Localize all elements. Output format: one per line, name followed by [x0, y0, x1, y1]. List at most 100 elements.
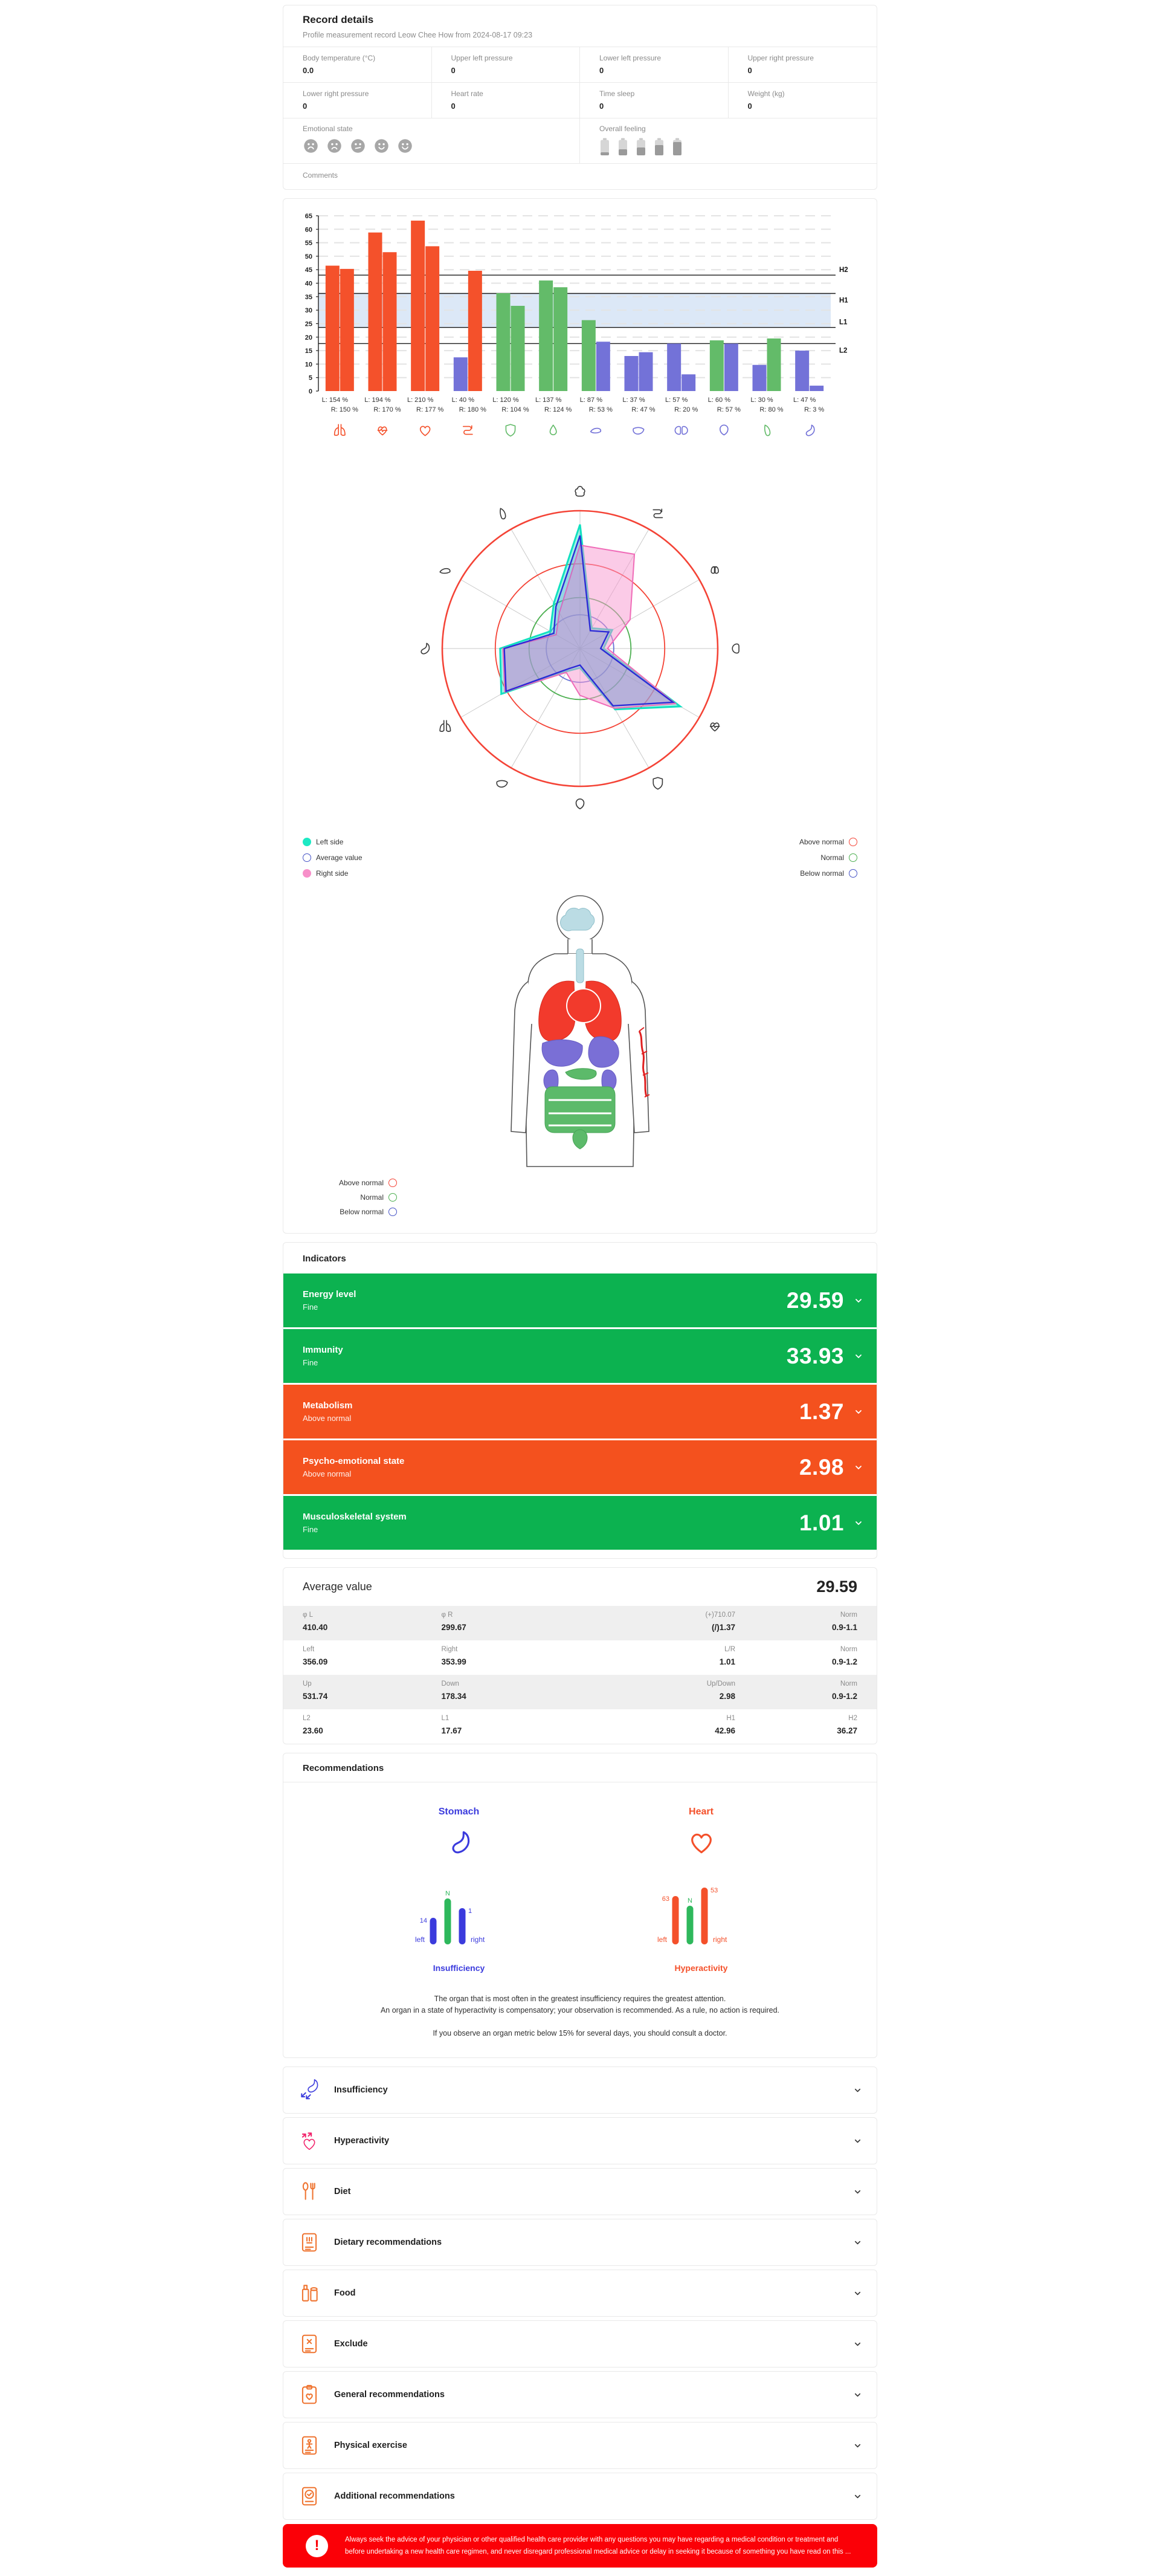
legend-left-side: Left side — [303, 838, 362, 846]
emotional-state-label: Emotional state — [303, 125, 353, 133]
kidney-icon — [732, 643, 740, 654]
bar-right-stomach — [810, 386, 824, 391]
bar-right-liver — [639, 352, 653, 391]
kidneys-icon — [674, 426, 688, 435]
document-check-icon — [301, 2487, 317, 2506]
bar-left-liver — [624, 356, 639, 391]
emotion-very-happy-icon — [398, 139, 412, 153]
bar-right-kidneys — [682, 374, 696, 391]
field-label: Heart rate — [451, 89, 483, 98]
average-cell-h1: H1 42.96 — [580, 1715, 735, 1737]
chevron-down-icon — [856, 1521, 862, 1525]
thyroid-icon — [710, 566, 719, 574]
stomach-icon — [420, 642, 430, 655]
immunity-icon — [652, 777, 663, 790]
indicator-row-metabolism[interactable]: Metabolism Above normal 1.37 — [283, 1385, 877, 1438]
chevron-down-icon — [856, 1465, 862, 1469]
indicator-status: Fine — [303, 1358, 318, 1367]
normal-swatch-icon — [388, 1193, 397, 1202]
organ-bar-chart: 0 5 10 15 20 25 30 35 40 45 50 55 60 65 H2 H1 L1 L2 L: 154… — [283, 210, 877, 455]
legend-normal: Normal — [799, 853, 857, 862]
cell-label: H1 — [726, 1715, 736, 1722]
radar-series-legend: Left side Average value Right side — [303, 838, 362, 878]
field-value: 0 — [599, 66, 604, 75]
exclamation-icon: ! — [306, 2534, 328, 2557]
average-table-row-2: Left 356.09 Right 353.99 L/R 1.01 Norm 0.9-1.2 — [283, 1640, 877, 1675]
average-cell-up: Up 531.74 — [303, 1680, 442, 1703]
accordion-additional-recommendations[interactable]: Additional recommendations — [283, 2473, 877, 2520]
indicator-row-psycho-emotional-state[interactable]: Psycho-emotional state Above normal 2.98 — [283, 1440, 877, 1494]
document-lines-icon — [301, 2233, 317, 2252]
svg-text:left: left — [657, 1935, 667, 1944]
record-subtitle: Profile measurement record Leow Chee How… — [303, 31, 533, 39]
chevron-down-icon — [854, 2190, 861, 2193]
bar-right-pancreas — [596, 341, 610, 391]
svg-text:L: 60 %: L: 60 % — [708, 396, 731, 404]
accordion-hyperactivity[interactable]: Hyperactivity — [283, 2117, 877, 2165]
cell-value: (/)1.37 — [712, 1623, 736, 1632]
svg-text:45: 45 — [305, 267, 312, 274]
accordion-diet[interactable]: Diet — [283, 2168, 877, 2216]
field-label: Lower right pressure — [303, 89, 369, 98]
body-organ-map — [283, 891, 877, 1175]
svg-text:H2: H2 — [839, 267, 848, 274]
svg-text:L: 37 %: L: 37 % — [622, 396, 645, 404]
indicator-row-immunity[interactable]: Immunity Fine 33.93 — [283, 1329, 877, 1383]
svg-text:1: 1 — [468, 1908, 472, 1915]
svg-text:R: 104 %: R: 104 % — [501, 406, 529, 413]
bar-left-cardiovascular-system — [368, 232, 382, 391]
indicator-row-musculoskeletal-system[interactable]: Musculoskeletal system Fine 1.01 — [283, 1496, 877, 1550]
svg-text:65: 65 — [305, 213, 312, 220]
chevron-down-icon — [856, 1298, 862, 1303]
chevron-down-icon — [854, 2393, 861, 2396]
accordion-general-recommendations[interactable]: General recommendations — [283, 2371, 877, 2419]
emotional-state-rating — [303, 138, 570, 154]
organ-radar-chart — [283, 470, 877, 827]
bar-right-cardiovascular-system — [382, 252, 397, 391]
pancreas-icon — [590, 427, 602, 434]
record-title: Record details — [303, 14, 374, 25]
bar-left-spleen — [752, 364, 767, 391]
svg-text:14: 14 — [419, 1917, 427, 1924]
chevron-down-icon — [854, 2291, 861, 2295]
svg-text:35: 35 — [305, 294, 312, 301]
accordion-exclude[interactable]: Exclude — [283, 2320, 877, 2368]
document-x-icon — [301, 2334, 317, 2354]
accordion-physical-exercise[interactable]: Physical exercise — [283, 2422, 877, 2470]
cell-value: 36.27 — [837, 1726, 857, 1735]
legend-normal: Normal — [303, 1193, 397, 1202]
bar-right-gallbladder — [553, 287, 568, 391]
liver-icon — [496, 780, 508, 788]
svg-text:R: 57 %: R: 57 % — [717, 406, 741, 413]
cell-label: Norm — [840, 1646, 857, 1653]
average-table-row-3: Up 531.74 Down 178.34 Up/Down 2.98 Norm 0.9-1.2 — [283, 1675, 877, 1709]
accordion-food[interactable]: Food — [283, 2270, 877, 2317]
indicator-label: Immunity — [303, 1345, 343, 1355]
average-cell--710-07: (+)710.07 (/)1.37 — [580, 1611, 735, 1634]
indicator-status: Fine — [303, 1525, 318, 1534]
cell-value: 353.99 — [441, 1657, 466, 1666]
accordion-insufficiency[interactable]: Insufficiency — [283, 2066, 877, 2114]
stomach-state-label: Insufficiency — [433, 1963, 485, 1973]
svg-text:R: 124 %: R: 124 % — [544, 406, 572, 413]
body-left-arm — [511, 981, 532, 1133]
recommendation-accordions: Insufficiency Hyperactivity Diet Dietary re… — [283, 2066, 877, 2520]
svg-text:R: 80 %: R: 80 % — [759, 406, 783, 413]
comments-row: Comments — [283, 164, 877, 189]
indicator-rows: Energy level Fine 29.59 Immunity Fine 33.93 Me… — [283, 1273, 877, 1550]
stomach-name: Stomach — [438, 1807, 480, 1817]
accordion-label: Exclude — [334, 2339, 368, 2349]
heart-hyperactivity-block: Heart 63 N 53 left right Hyperactivity — [623, 1807, 780, 1973]
field-heart-rate: Heart rate 0 — [431, 83, 580, 118]
accordion-dietary-recommendations[interactable]: Dietary recommendations — [283, 2219, 877, 2267]
bar-left-stomach — [795, 351, 810, 391]
indicator-row-energy-level[interactable]: Energy level Fine 29.59 — [283, 1273, 877, 1327]
bladder-icon — [575, 798, 585, 810]
average-cell-norm: Norm 0.9-1.2 — [735, 1680, 857, 1703]
cell-label: L/R — [724, 1646, 736, 1653]
svg-text:10: 10 — [305, 361, 312, 368]
svg-text:R: 53 %: R: 53 % — [589, 406, 613, 413]
svg-text:L: 154 %: L: 154 % — [322, 396, 349, 404]
svg-text:L: 210 %: L: 210 % — [407, 396, 434, 404]
lungs-icon — [439, 720, 451, 732]
